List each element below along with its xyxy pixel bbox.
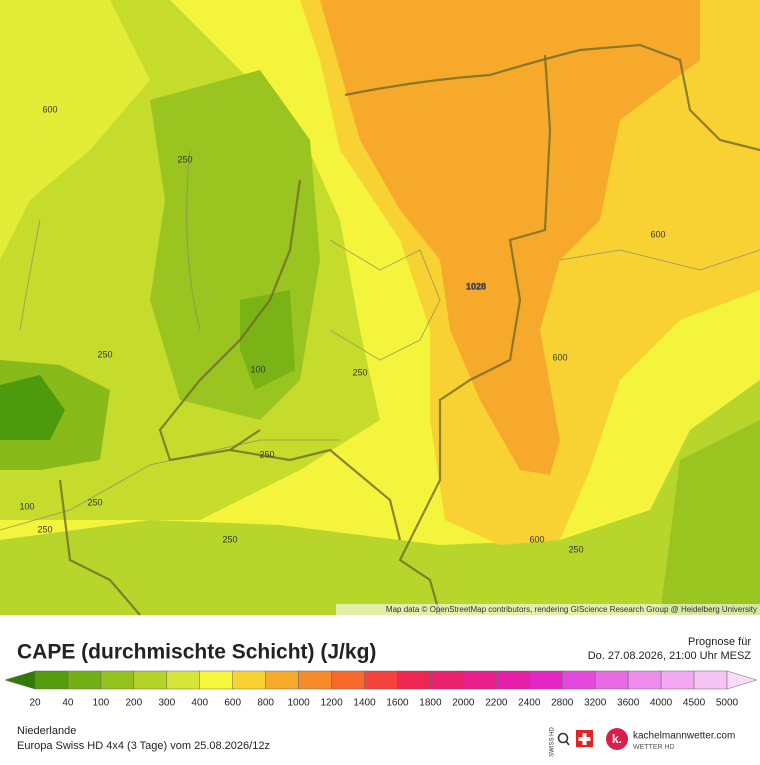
colorbar-swatch: [561, 670, 596, 690]
pressure-label: 1028: [466, 281, 486, 291]
colorbar-tick-label: 4000: [650, 698, 673, 709]
colorbar-swatch: [298, 670, 332, 690]
title: CAPE (durchmischte Schicht) (J/kg): [17, 641, 376, 664]
contour-label: 600: [42, 104, 57, 114]
colorbar-tick-label: 3200: [584, 698, 607, 709]
colorbar-tick-label: 1800: [419, 698, 442, 709]
contour-label: 100: [19, 501, 34, 511]
colorbar-tick-label: 1200: [320, 698, 343, 709]
colorbar-swatch: [430, 670, 464, 690]
border-belgium: [229, 448, 402, 541]
contour-label: 250: [97, 349, 112, 359]
attribution-bg: [336, 604, 760, 615]
colorbar-swatch: [34, 670, 69, 690]
colorbar-swatch: [133, 670, 168, 690]
yellow-patch: [0, 0, 150, 260]
colorbar-swatch: [397, 670, 431, 690]
colorbar-swatch: [463, 670, 497, 690]
colorbar-arrow-left: [4, 670, 36, 690]
province-lines: [329, 239, 441, 361]
colorbar-swatch: [529, 670, 563, 690]
contour-label: 250: [259, 449, 274, 459]
contour-label: 100: [250, 364, 265, 374]
search-icon: [557, 732, 569, 744]
forecast-label: Prognose für: [688, 636, 751, 648]
colorbar-swatch: [364, 670, 398, 690]
contour-label: 250: [222, 534, 237, 544]
colorbar-tick-label: 200: [126, 698, 143, 709]
colorbar-swatch: [166, 670, 201, 690]
contour-labels: 600 250 250 100 250 250 1028 600 600 100 250 250 250…: [19, 104, 665, 554]
brand: kachelmannwetter.com: [633, 731, 735, 742]
colorbar-tick-label: 2200: [485, 698, 508, 709]
colorbar-tick-label: 20: [29, 698, 41, 709]
green-south: [0, 380, 760, 615]
orange-area: [320, 0, 700, 475]
colorbar-tick-label: 2000: [452, 698, 475, 709]
colorbar-tick-label: 4500: [683, 698, 706, 709]
contour-label: 600: [552, 352, 567, 362]
colorbar-tick-label: 2400: [518, 698, 541, 709]
colorbar-swatch: [100, 670, 135, 690]
brand-logo-letter: k.: [612, 732, 622, 746]
colorbar-tick-label: 400: [191, 698, 208, 709]
region: Niederlande: [17, 725, 76, 737]
colorbar-tick-label: 100: [93, 698, 110, 709]
colorbar-tick-label: 300: [158, 698, 175, 709]
colorbar-tick-label: 600: [224, 698, 241, 709]
colorbar-swatch: [232, 670, 266, 690]
search-icon-handle: [565, 740, 570, 746]
contour-label: 250: [37, 524, 52, 534]
colorbar-swatch: [627, 670, 662, 690]
colorbar-tick-label: 40: [62, 698, 74, 709]
dark-green-west: [0, 375, 65, 440]
colorbar-tick-label: 1400: [353, 698, 376, 709]
colorbar: 20 40 100 200 300 400 600 800 1000 1200 1400 1600 18…: [4, 670, 758, 709]
contour-label: 600: [529, 534, 544, 544]
contour-label: 250: [568, 544, 583, 554]
colorbar-swatch: [331, 670, 365, 690]
colorbar-swatch: [660, 670, 695, 690]
forecast-time: Do. 27.08.2026, 21:00 Uhr MESZ: [588, 650, 752, 662]
swiss-hd: SWISS HD: [550, 727, 556, 757]
green-core: [240, 290, 295, 390]
brand-sub: WETTER HD: [633, 744, 675, 751]
brand-logo: [606, 728, 628, 750]
contour-label: 600: [650, 229, 665, 239]
colorbar-arrow-right: [726, 670, 758, 690]
contour-label: 250: [177, 154, 192, 164]
contour-lines: [19, 149, 201, 331]
state-lines: [559, 249, 760, 271]
attribution: Map data © OpenStreetMap contributors, r…: [386, 605, 757, 614]
colorbar-tick-label: 2800: [551, 698, 574, 709]
border-south-west: [58, 479, 141, 616]
coastline-north: [344, 43, 760, 152]
coastline: [158, 179, 302, 462]
model-info: Europa Swiss HD 4x4 (3 Tage) vom 25.08.2…: [17, 740, 270, 752]
colorbar-swatch: [693, 670, 728, 690]
colorbar-tick-label: 800: [257, 698, 274, 709]
colorbar-tick-label: 1000: [287, 698, 310, 709]
swiss-cross: [578, 733, 591, 745]
coast-line: [0, 439, 340, 531]
colorbar-swatch: [67, 670, 102, 690]
map: 600 250 250 100 250 250 1028 600 600 100 250 250 250…: [0, 0, 760, 616]
contour-label: 250: [352, 367, 367, 377]
colorbar-tick-label: 1600: [386, 698, 409, 709]
green-southeast: [660, 420, 760, 615]
contour-label: 250: [87, 497, 102, 507]
border-germany: [398, 54, 552, 616]
colorbar-swatch: [496, 670, 530, 690]
colorbar-swatch: [265, 670, 299, 690]
colorbar-swatch: [199, 670, 233, 690]
colorbar-swatch: [594, 670, 629, 690]
colorbar-tick-label: 5000: [716, 698, 739, 709]
colorbar-tick-label: 3600: [617, 698, 640, 709]
